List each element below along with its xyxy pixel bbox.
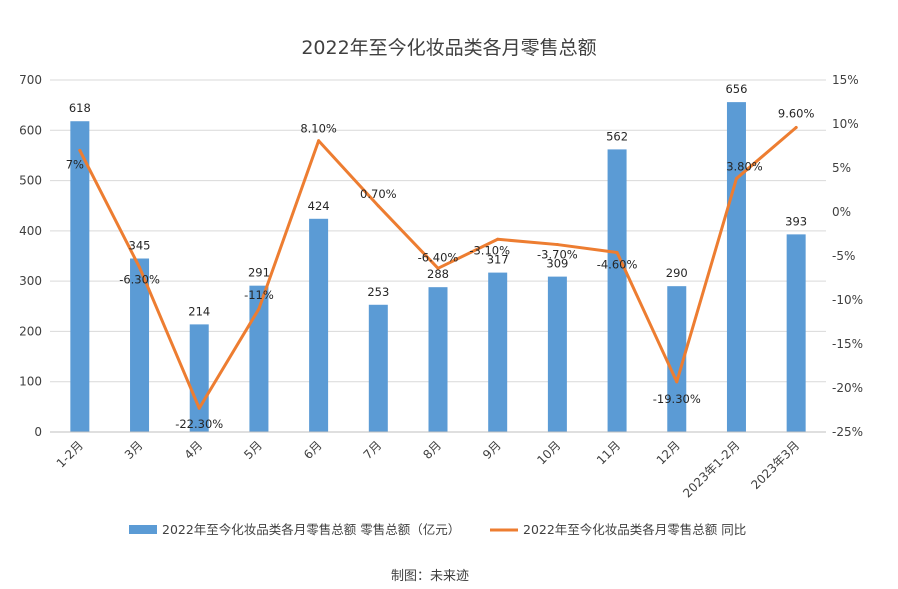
line-series — [78, 126, 798, 410]
line-point — [257, 307, 261, 311]
bar-value-label: 562 — [606, 129, 628, 143]
bar — [547, 276, 567, 432]
chart-title: 2022年至今化妆品类各月零售总额 — [301, 37, 596, 59]
line-point — [555, 243, 559, 247]
line-point — [376, 204, 380, 208]
yoy-value-label: -3.10% — [469, 243, 510, 257]
y-right-tick-label: -15% — [832, 337, 863, 351]
bar-value-label: 309 — [546, 257, 568, 271]
bar-value-label: 291 — [248, 266, 270, 280]
line-point — [317, 139, 321, 143]
bar-value-label: 345 — [129, 239, 151, 253]
bar-value-label: 317 — [487, 253, 509, 267]
bar — [130, 258, 150, 432]
yoy-value-label: -6.30% — [119, 272, 160, 286]
yoy-value-label: -22.30% — [175, 417, 223, 431]
y-left-tick-label: 400 — [19, 224, 42, 238]
yoy-value-label: -6.40% — [418, 250, 459, 264]
line-point — [78, 148, 82, 152]
y-right-tick-label: 5% — [832, 161, 851, 175]
bar-value-label: 288 — [427, 267, 449, 281]
bar-value-label: 424 — [308, 199, 330, 213]
yoy-value-label: 3.80% — [726, 160, 763, 174]
yoy-value-label: 7% — [66, 157, 84, 171]
bar-value-label: 393 — [785, 214, 807, 228]
bar — [667, 286, 687, 432]
bar-value-label: 618 — [69, 101, 91, 115]
yoy-value-label: -4.60% — [597, 257, 638, 271]
source-note: 制图：未来迹 — [391, 569, 469, 584]
y-left-tick-label: 100 — [19, 375, 42, 389]
bar-value-label: 290 — [666, 266, 688, 280]
line-point — [675, 380, 679, 384]
line-point — [615, 250, 619, 254]
y-right-tick-label: -20% — [832, 381, 863, 395]
bar — [607, 149, 627, 432]
bar — [488, 272, 508, 432]
legend: 2022年至今化妆品类各月零售总额 零售总额（亿元） 2022年至今化妆品类各月… — [129, 522, 746, 537]
y-right-tick-label: -5% — [832, 249, 855, 263]
bar — [368, 304, 388, 432]
bar-value-label: 214 — [188, 304, 210, 318]
bar — [189, 324, 209, 432]
y-right-tick-label: 15% — [832, 73, 859, 87]
line-point — [197, 406, 201, 410]
line-point — [496, 237, 500, 241]
bar — [428, 287, 448, 432]
yoy-value-label: -11% — [244, 288, 274, 302]
yoy-value-label: 9.60% — [778, 107, 815, 121]
y-left-tick-label: 600 — [19, 123, 42, 137]
bar-value-label: 253 — [367, 285, 389, 299]
yoy-value-label: -19.30% — [653, 392, 701, 406]
bar — [309, 218, 329, 432]
y-left-tick-label: 500 — [19, 174, 42, 188]
y-axis-left: 0 100 200 300 400 500 600 700 — [19, 73, 42, 439]
y-left-tick-label: 700 — [19, 73, 42, 87]
bar — [70, 121, 90, 432]
yoy-value-label: 8.10% — [300, 122, 337, 136]
y-right-tick-label: 0% — [832, 205, 851, 219]
y-right-tick-label: -25% — [832, 425, 863, 439]
legend-label-line: 2022年至今化妆品类各月零售总额 同比 — [523, 522, 746, 537]
data-labels: 618 345 214 291 424 253 288 317 309 562 290 656 393 7… — [66, 82, 815, 431]
line-point — [138, 265, 142, 269]
bar-value-label: 656 — [725, 82, 747, 96]
y-axis-right: -25% -20% -15% -10% -5% 0% 5% 10% 15% — [832, 73, 863, 439]
yoy-value-label: -3.70% — [537, 248, 578, 262]
bar — [726, 102, 746, 432]
line-point — [734, 177, 738, 181]
legend-swatch-bar — [129, 525, 157, 534]
bar — [249, 285, 269, 432]
bar — [786, 234, 806, 432]
legend-label-bar: 2022年至今化妆品类各月零售总额 零售总额（亿元） — [162, 522, 460, 537]
line-point — [794, 126, 798, 130]
y-left-tick-label: 300 — [19, 274, 42, 288]
y-right-tick-label: 10% — [832, 117, 859, 131]
bar-series — [70, 102, 806, 432]
line-point — [436, 266, 440, 270]
y-left-tick-label: 0 — [34, 425, 42, 439]
y-right-tick-label: -10% — [832, 293, 863, 307]
yoy-value-label: 0.70% — [360, 187, 397, 201]
y-left-tick-label: 200 — [19, 324, 42, 338]
